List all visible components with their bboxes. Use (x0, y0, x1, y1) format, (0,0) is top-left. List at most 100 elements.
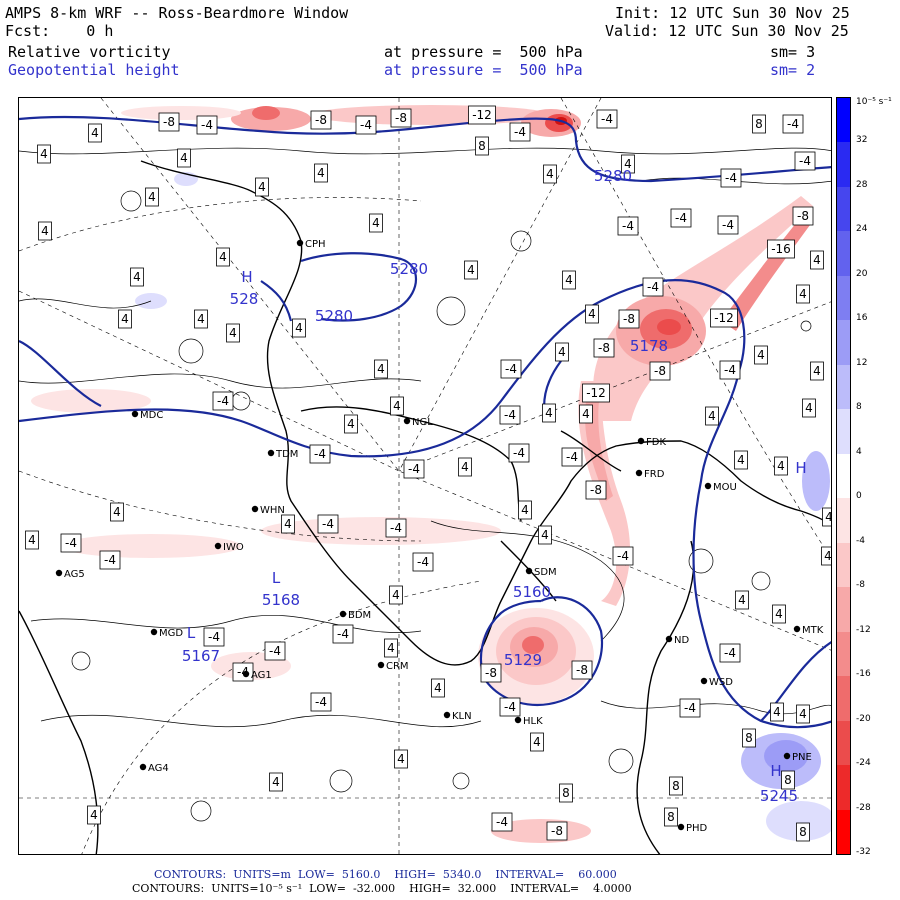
vorticity-label-text: 4 (533, 735, 541, 749)
vorticity-label-text: 4 (197, 312, 205, 326)
vorticity-contour-label: 4 (735, 590, 749, 610)
vorticity-label-text: -8 (395, 111, 407, 125)
station-id: AG1 (251, 670, 272, 681)
footer-height-units: UNITS=m (233, 868, 291, 881)
vorticity-label-text: -4 (417, 555, 429, 569)
vorticity-contour-label: 8 (559, 783, 573, 803)
vorticity-label-text: 8 (784, 773, 792, 787)
colorbar-tick-label: 24 (856, 224, 868, 235)
vorticity-contour-label: -4 (60, 533, 82, 553)
station-marker: FRD (635, 469, 665, 480)
vorticity-label-text: -4 (675, 211, 687, 225)
vorticity-contour-label: 4 (774, 456, 788, 476)
vorticity-contour-label: -4 (670, 208, 692, 228)
vorticity-contour-label: -4 (309, 444, 331, 464)
vorticity-label-text: -4 (799, 154, 811, 168)
vorticity-contour-label: 4 (770, 702, 784, 722)
footer-vort-label: CONTOURS: (132, 882, 205, 895)
colorbar-tick-label: 32 (856, 135, 868, 146)
vorticity-label-text: 4 (757, 348, 765, 362)
vorticity-label-text: 4 (565, 273, 573, 287)
vorticity-contour-label: 4 (585, 304, 599, 324)
colorbar-segment (837, 98, 850, 143)
vorticity-label-text: -8 (598, 341, 610, 355)
station-marker: KLN (443, 711, 472, 722)
vorticity-contour-label: -4 (509, 122, 531, 142)
vorticity-label-text: -4 (725, 171, 737, 185)
vorticity-label-text: 4 (272, 775, 280, 789)
station-id: CRM (386, 661, 409, 672)
vorticity-contour-label: -8 (618, 309, 640, 329)
station-id: MTK (802, 625, 824, 636)
colorbar-segment (837, 587, 850, 633)
vorticity-contour-label: 8 (752, 114, 766, 134)
station-dot (514, 716, 522, 724)
vorticity-contour-label: 4 (130, 267, 144, 287)
vorticity-contour-label: -4 (499, 697, 521, 717)
vorticity-contour-label: -4 (232, 662, 254, 682)
vorticity-label-text: 4 (91, 126, 99, 140)
colorbar-segment (837, 409, 850, 455)
vorticity-label-text: -4 (724, 363, 736, 377)
station-id: PHD (686, 823, 708, 834)
vorticity-contour-label: -8 (792, 206, 814, 226)
colorbar-tick-label: -28 (856, 802, 871, 813)
vorticity-contour-label: 8 (664, 807, 678, 827)
station-dot (296, 239, 304, 247)
vorticity-contour-label: 4 (110, 502, 124, 522)
height-label: 5167 (182, 647, 220, 665)
vorticity-label-text: -8 (797, 209, 809, 223)
vorticity-contour-label: -4 (499, 405, 521, 425)
vorticity-label-text: -4 (514, 125, 526, 139)
vorticity-contour-label: 4 (369, 213, 383, 233)
vorticity-contour-label: 8 (796, 822, 810, 842)
station-id: MOU (713, 482, 737, 493)
colorbar-segment (837, 542, 850, 588)
vorticity-contour-label: -4 (317, 514, 339, 534)
vorticity-label-text: -4 (217, 394, 229, 408)
station-dot (677, 823, 685, 831)
colorbar-tick-label: -20 (856, 713, 871, 724)
station-id: FRD (644, 469, 665, 480)
station-dot (783, 752, 791, 760)
station-id: MGD (159, 628, 183, 639)
height-label-layer: 5280 5280 5280 528 5178 5160 5129 5168 5167 5245 H… (182, 167, 807, 805)
vorticity-label-text: -8 (623, 312, 635, 326)
colorbar-unit: 10⁻⁵ s⁻¹ (856, 97, 892, 107)
vorticity-label-text: 4 (545, 406, 553, 420)
station-dot (131, 410, 139, 418)
vorticity-contour-label: 4 (38, 221, 52, 241)
vorticity-contour-label: 4 (269, 772, 283, 792)
colorbar-tick-label: -8 (856, 580, 865, 591)
vorticity-contour-label: 4 (562, 270, 576, 290)
station-id: NGL (412, 417, 433, 428)
vorticity-contour-label: 4 (145, 187, 159, 207)
vorticity-label-text: 4 (347, 417, 355, 431)
vorticity-contour-label: -8 (158, 112, 180, 132)
footer-vort-contours: CONTOURS: UNITS=10⁻⁵ s⁻¹ LOW= -32.000 HI… (132, 882, 632, 895)
station-marker: IWO (214, 542, 244, 553)
station-dot (214, 542, 222, 550)
vorticity-label-text: 4 (461, 460, 469, 474)
station-id: CPH (305, 239, 326, 250)
colorbar-segment (837, 498, 850, 544)
station-dot (339, 610, 347, 618)
vorticity-contour-label: 4 (87, 805, 101, 825)
vorticity-contour-label: -4 (196, 115, 218, 135)
vorticity-contour-label: -4 (203, 627, 225, 647)
vorticity-contour-label: 4 (734, 450, 748, 470)
vorticity-label-text: 4 (541, 528, 549, 542)
vorticity-label-text: 4 (258, 180, 266, 194)
footer-vort-low: LOW= -32.000 (309, 882, 396, 895)
vorticity-contour-label: -8 (593, 338, 615, 358)
vorticity-contour-label: -4 (508, 443, 530, 463)
vorticity-label-text: -4 (408, 462, 420, 476)
lat-lon-graticule (19, 98, 831, 854)
height-label: L (187, 624, 196, 642)
vorticity-label-text: 8 (672, 779, 680, 793)
colorbar-tick-label: -12 (856, 624, 871, 635)
station-dot (242, 670, 250, 678)
vorticity-contour-label: 4 (344, 414, 358, 434)
vorticity-label-text: -8 (485, 666, 497, 680)
vorticity-contour-label: -12 (582, 383, 610, 403)
